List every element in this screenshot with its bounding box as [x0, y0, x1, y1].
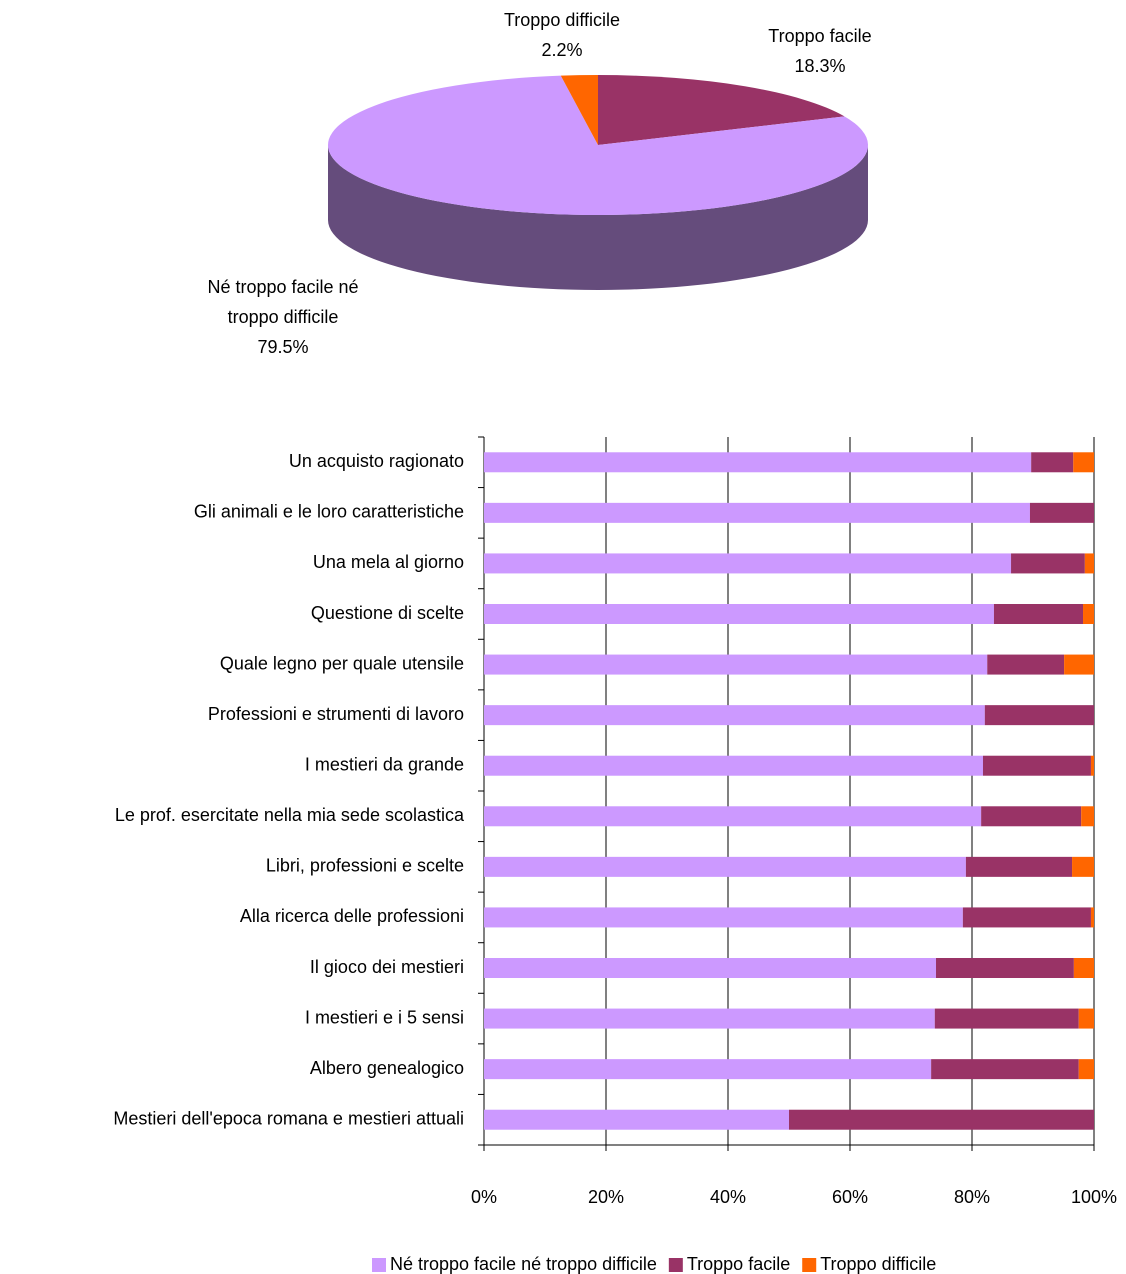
y-tick-label: Un acquisto ragionato [289, 451, 464, 471]
bar [1072, 856, 1094, 877]
bar [1073, 958, 1094, 978]
legend-label: Né troppo facile né troppo difficile [390, 1254, 657, 1274]
y-tick-label: Albero genealogico [310, 1058, 464, 1078]
bar [484, 958, 937, 978]
bar [1078, 1008, 1094, 1029]
x-tick-label: 100% [1071, 1187, 1117, 1207]
y-tick-label: Le prof. esercitate nella mia sede scola… [115, 805, 465, 825]
bar [1081, 806, 1094, 827]
y-tick-label: I mestieri e i 5 sensi [305, 1007, 464, 1027]
pie-value-label: 18.3% [794, 56, 846, 76]
bar [484, 553, 1012, 574]
legend-label: Troppo facile [687, 1254, 790, 1274]
bar [934, 1008, 1079, 1029]
bar [981, 806, 1082, 827]
y-tick-label: Quale legno per quale utensile [220, 653, 464, 673]
bar [484, 452, 1032, 473]
bar [1011, 553, 1085, 574]
legend-label: Troppo difficile [820, 1254, 936, 1274]
y-tick-label: Libri, professioni e scelte [266, 856, 464, 876]
bar [1083, 604, 1094, 624]
bar [484, 1109, 789, 1130]
y-tick-label: I mestieri da grande [305, 754, 464, 774]
bar [484, 604, 994, 624]
bar [1078, 1059, 1094, 1080]
bar [1031, 452, 1074, 473]
pie-label: Troppo facile [768, 26, 872, 46]
pie-label: Né troppo facile né troppo difficile [207, 277, 359, 327]
x-tick-label: 40% [710, 1187, 746, 1207]
bar [1084, 553, 1094, 574]
y-tick-label: Alla ricerca delle professioni [240, 906, 464, 926]
x-tick-label: 80% [954, 1187, 990, 1207]
x-tick-label: 60% [832, 1187, 868, 1207]
bar [484, 806, 982, 827]
bar [484, 1008, 935, 1029]
bar [984, 705, 1094, 726]
bar [484, 755, 983, 776]
y-tick-label: Mestieri dell'epoca romana e mestieri at… [113, 1108, 464, 1128]
bar [1090, 755, 1094, 776]
bar [484, 1059, 932, 1080]
pie-slice [328, 75, 869, 216]
bar [484, 856, 966, 877]
bar [936, 958, 1074, 978]
legend-swatch [372, 1258, 386, 1272]
y-tick-label: Una mela al giorno [313, 552, 464, 572]
bar [484, 705, 985, 726]
pie-side [328, 145, 868, 290]
legend-swatch [802, 1258, 817, 1272]
bar [484, 502, 1030, 523]
pie-slice [598, 75, 845, 145]
y-tick-label: Questione di scelte [311, 603, 464, 623]
pie-value-label: 79.5% [257, 337, 309, 357]
legend-swatch [668, 1258, 683, 1272]
pie-label: Troppo difficile [503, 10, 621, 30]
x-tick-label: 0% [471, 1187, 497, 1207]
y-tick-label: Gli animali e le loro caratteristiche [194, 502, 464, 522]
bar [484, 907, 963, 928]
bar [962, 907, 1091, 928]
bar [931, 1059, 1079, 1080]
pie-slice [560, 75, 598, 145]
bar [1064, 654, 1094, 675]
bar [1090, 907, 1094, 928]
bar [982, 755, 1091, 776]
bar [1029, 502, 1094, 523]
pie-value-label: 2.2% [541, 40, 583, 60]
bar [789, 1109, 1094, 1130]
bar [1073, 452, 1094, 473]
bar [484, 654, 988, 675]
x-tick-label: 20% [588, 1187, 624, 1207]
bar [993, 604, 1084, 624]
bar [987, 654, 1065, 675]
bar [965, 856, 1073, 877]
y-tick-label: Professioni e strumenti di lavoro [208, 704, 464, 724]
y-tick-label: Il gioco dei mestieri [310, 957, 464, 977]
